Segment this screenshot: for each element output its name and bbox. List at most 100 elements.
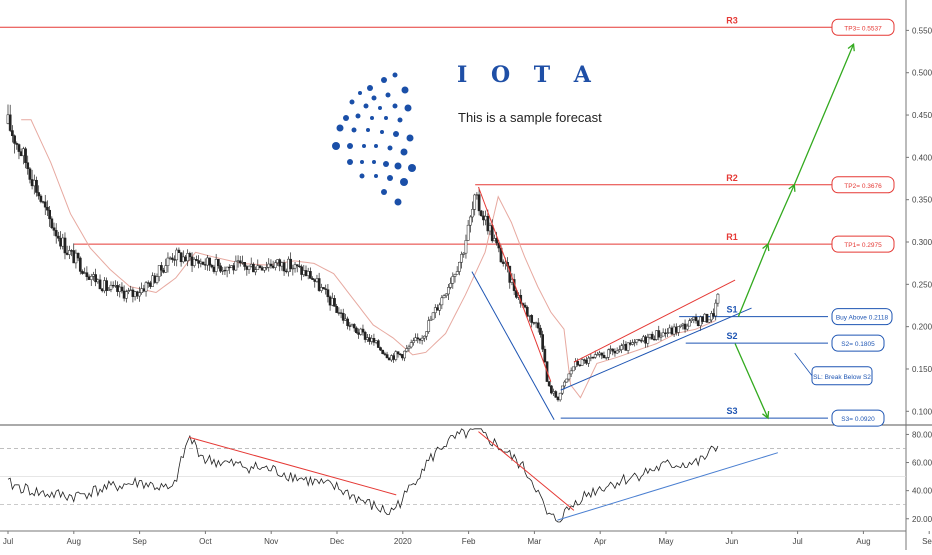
candle-body <box>615 350 619 354</box>
level-box-s2 <box>831 334 885 352</box>
candle-body <box>116 285 119 292</box>
logo-dot <box>360 160 364 164</box>
stop-note-pointer <box>794 352 813 376</box>
candle-body <box>677 326 680 333</box>
candle-body <box>170 257 174 260</box>
candle-body <box>256 265 260 270</box>
time-tick-label: Jun <box>725 537 738 546</box>
candle-body <box>221 269 225 272</box>
candle-body <box>550 385 553 394</box>
candle-body <box>396 351 400 355</box>
candle-body <box>6 114 10 124</box>
candle-body <box>124 291 128 299</box>
candle-body <box>153 275 157 283</box>
candle-body <box>19 151 23 157</box>
candle-body <box>30 179 34 187</box>
candle-body <box>663 332 667 334</box>
candle-body <box>319 287 323 291</box>
candle-body <box>600 352 604 356</box>
logo-dot <box>394 162 402 170</box>
candle-body <box>355 327 358 333</box>
candle-body <box>392 355 395 360</box>
candle-body <box>157 265 161 277</box>
candle-body <box>383 353 387 355</box>
level-name-r3: R3 <box>726 15 738 25</box>
candle-body <box>98 279 102 290</box>
candle-body <box>696 320 700 326</box>
oscillator-down-trendline <box>188 436 397 496</box>
candle-body <box>68 250 71 255</box>
candle-body <box>464 240 468 254</box>
candle-body <box>670 327 674 335</box>
logo-dot <box>378 106 382 110</box>
level-box-r2 <box>831 176 895 194</box>
candle-body <box>484 215 488 221</box>
candle-body <box>37 192 41 197</box>
level-label-r2: TP2= 0.3676 <box>844 183 882 190</box>
candle-body <box>390 355 393 361</box>
candle-body <box>556 397 560 401</box>
time-tick-label: Aug <box>856 537 870 546</box>
candle-body <box>241 262 244 264</box>
support-trendline <box>471 271 555 421</box>
candle-body <box>558 392 562 401</box>
candle-body <box>451 276 455 284</box>
candle-body <box>626 342 630 351</box>
candle-body <box>707 319 711 323</box>
candle-body <box>571 366 575 372</box>
candle-body <box>133 291 137 297</box>
candle-body <box>440 297 444 306</box>
level-label-s3: S3= 0.0920 <box>841 416 875 423</box>
candle-body <box>352 324 356 329</box>
candle-body <box>543 348 547 362</box>
candle-body <box>284 270 288 273</box>
candle-body <box>416 337 420 340</box>
candle-body <box>61 237 65 247</box>
bullish-target-arrow-head <box>847 42 855 52</box>
candle-body <box>582 359 586 361</box>
candle-body <box>488 225 492 232</box>
candle-body <box>394 351 398 360</box>
candle-body <box>659 335 663 338</box>
candle-body <box>433 307 437 314</box>
candle-body <box>94 274 97 283</box>
candle-body <box>223 269 227 272</box>
candle-body <box>646 337 650 344</box>
candle-body <box>427 320 431 332</box>
candle-body <box>468 216 472 226</box>
logo-dot <box>381 189 387 195</box>
logo-dot <box>347 143 353 149</box>
candle-body <box>563 381 566 387</box>
candle-body <box>243 262 246 267</box>
candle-body <box>32 179 36 187</box>
logo-dot <box>367 85 373 91</box>
candle-body <box>466 224 470 241</box>
candle-body <box>173 259 176 261</box>
candle-body <box>300 266 303 275</box>
resistance-trendline <box>478 186 552 382</box>
oscillator-line <box>7 428 719 523</box>
candle-body <box>429 318 433 321</box>
candle-body <box>192 259 196 266</box>
candle-body <box>181 256 185 263</box>
time-tick-label: Sep <box>132 537 147 546</box>
candle-body <box>341 312 345 321</box>
candle-body <box>103 280 106 292</box>
candle-body <box>105 280 108 291</box>
candle-body <box>184 256 187 262</box>
candle-body <box>311 278 314 280</box>
price-tick-label: 0.5500 <box>912 26 932 35</box>
candle-body <box>644 336 647 344</box>
level-box-s3 <box>831 409 885 427</box>
time-tick-label: 2020 <box>394 537 412 546</box>
candle-body <box>501 261 505 264</box>
logo-dot <box>400 148 408 156</box>
candle-body <box>617 349 621 352</box>
candle-body <box>89 276 93 280</box>
candle-body <box>462 252 466 255</box>
candle-body <box>335 306 339 313</box>
resistance-trendline <box>573 279 736 363</box>
candle-body <box>666 332 669 334</box>
